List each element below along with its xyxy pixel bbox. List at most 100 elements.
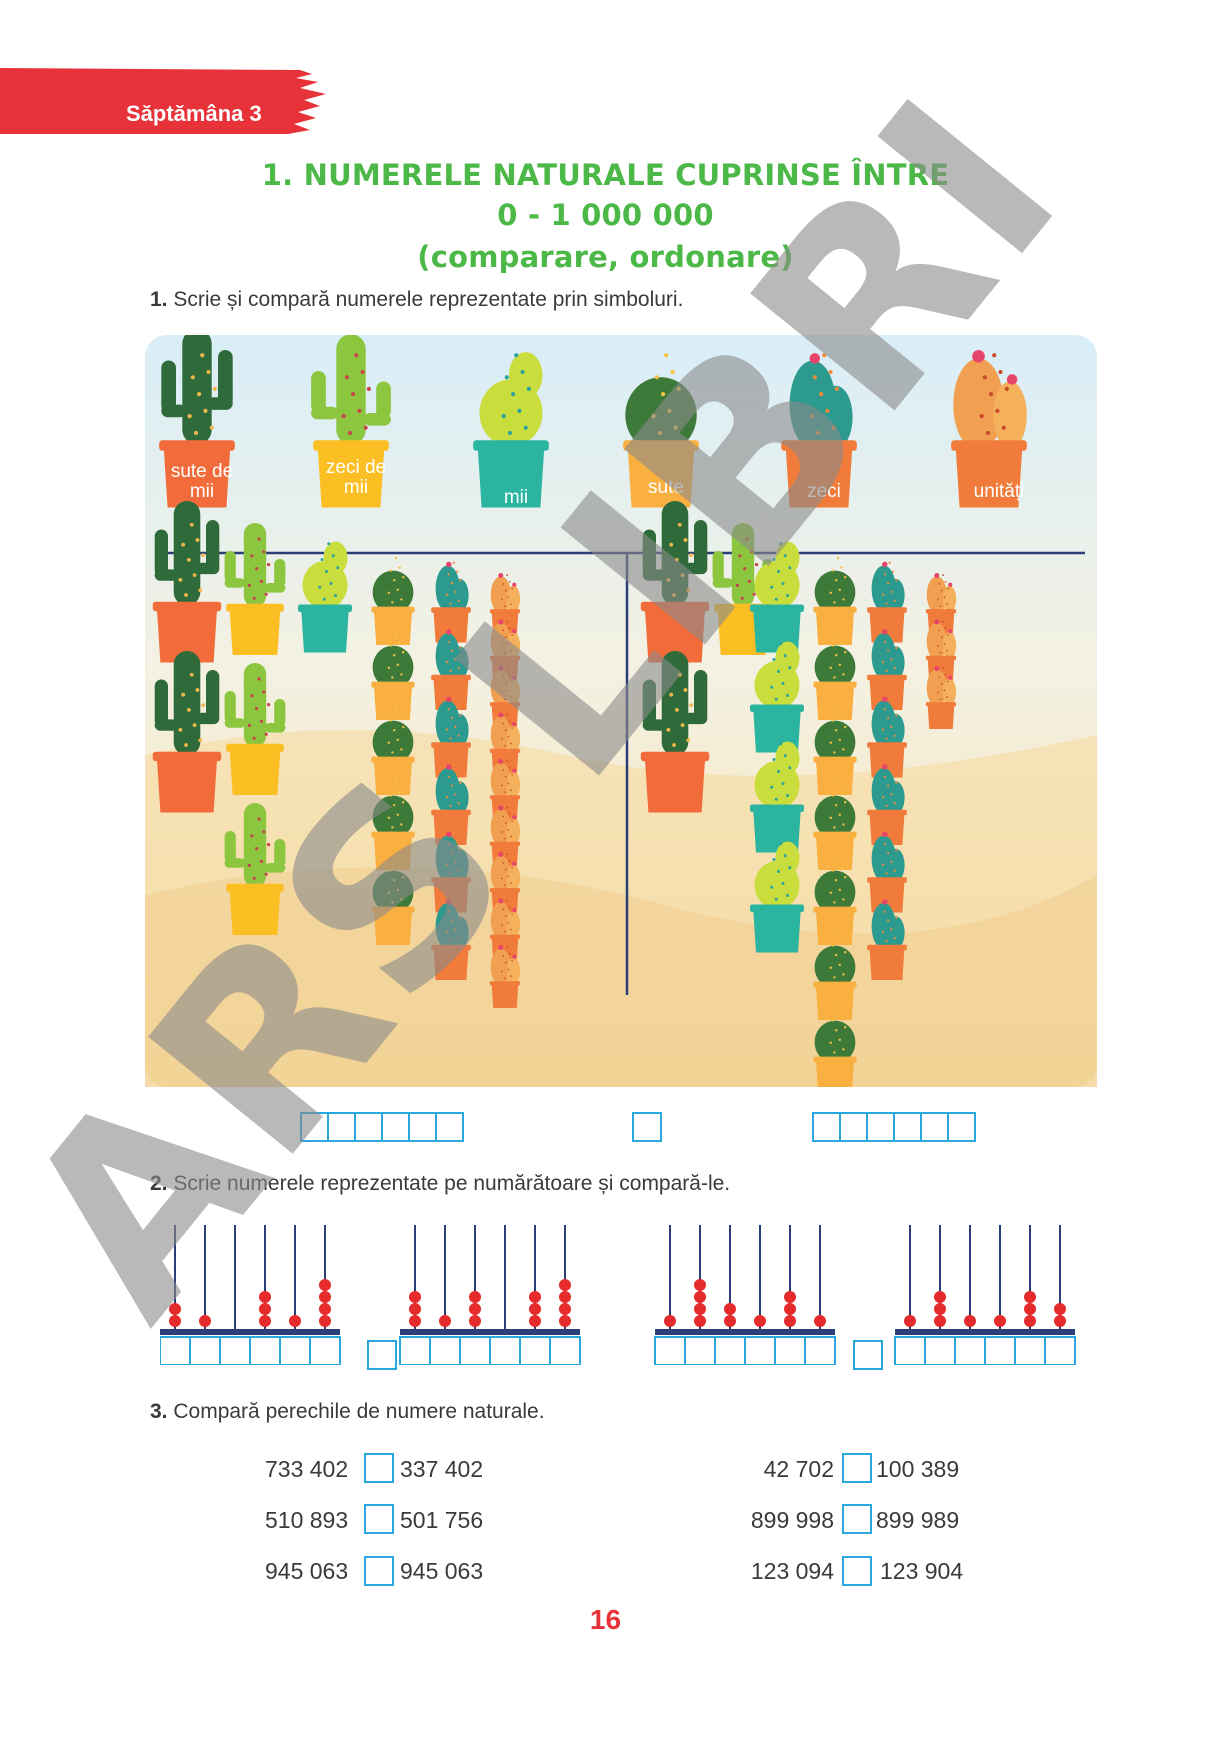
abacus-bead [1024, 1303, 1036, 1315]
abacus-digit-box[interactable] [459, 1336, 491, 1365]
abacus-bead [529, 1315, 541, 1327]
pair-right-1-box[interactable] [842, 1453, 872, 1483]
abacus-bead [1024, 1291, 1036, 1303]
left-cactus-4-4 [431, 831, 471, 913]
abacus-bead [529, 1291, 541, 1303]
abacus-bead [529, 1303, 541, 1315]
abacus-digit-box[interactable] [714, 1336, 746, 1365]
exercise1-compare-box[interactable] [632, 1112, 662, 1142]
abacus-bead [409, 1303, 421, 1315]
exercise2-text: Scrie numerele reprezentate pe numărătoa… [173, 1172, 731, 1195]
abacus-bead [199, 1315, 211, 1327]
pair-right-3-a: 123 094 [750, 1558, 834, 1584]
abacus-digit-box[interactable] [924, 1336, 956, 1365]
pair-right-3-box[interactable] [842, 1556, 872, 1586]
abacus-digit-box[interactable] [429, 1336, 461, 1365]
digit-box[interactable] [408, 1112, 437, 1142]
abacus-digit-box[interactable] [804, 1336, 836, 1365]
abacus-bead [754, 1315, 766, 1327]
exercise2-compare-box-1[interactable] [367, 1340, 397, 1370]
pair-right-3-b: 123 904 [880, 1558, 964, 1584]
page-number: 16 [589, 1604, 622, 1635]
abacus-1 [160, 1225, 341, 1365]
pair-left-1-a: 733 402 [265, 1456, 349, 1482]
legend-cactus-2 [473, 352, 549, 508]
digit-box[interactable] [354, 1112, 383, 1142]
abacus-bead [439, 1315, 451, 1327]
week-banner [0, 68, 326, 134]
left-cactus-4-2 [431, 696, 471, 778]
abacus-row [160, 1225, 1076, 1365]
abacus-digit-box[interactable] [519, 1336, 551, 1365]
digit-box[interactable] [893, 1112, 922, 1142]
abacus-digit-box[interactable] [1044, 1336, 1076, 1365]
right-cactus-0-1 [640, 651, 710, 813]
abacus-digit-box[interactable] [309, 1336, 341, 1365]
abacus-bead [469, 1303, 481, 1315]
abacus-digit-box[interactable] [774, 1336, 806, 1365]
abacus-digit-box[interactable] [399, 1336, 431, 1365]
digit-box[interactable] [300, 1112, 329, 1142]
pair-left-2-b: 501 756 [400, 1507, 484, 1533]
abacus-bead [694, 1315, 706, 1327]
legend-cactus-1 [311, 335, 391, 508]
abacus-digit-box[interactable] [189, 1336, 221, 1365]
abacus-digit-box[interactable] [984, 1336, 1016, 1365]
right-cactus-5-2 [925, 666, 957, 729]
abacus-digit-box[interactable] [744, 1336, 776, 1365]
pair-right-2-box[interactable] [842, 1504, 872, 1534]
exercise1-answer-right[interactable] [812, 1112, 976, 1142]
abacus-bead [784, 1291, 796, 1303]
abacus-digit-box[interactable] [489, 1336, 521, 1365]
abacus-bead [904, 1315, 916, 1327]
exercise3-text: Compară perechile de numere naturale. [173, 1400, 545, 1423]
digit-box[interactable] [327, 1112, 356, 1142]
left-cactus-3-2 [371, 706, 415, 795]
abacus-digit-box[interactable] [684, 1336, 716, 1365]
abacus-digit-box[interactable] [894, 1336, 926, 1365]
week-label: Săptămâna 3 [126, 101, 262, 126]
right-cactus-3-5 [813, 931, 857, 1020]
abacus-digit-box[interactable] [249, 1336, 281, 1365]
abacus-digit-box[interactable] [279, 1336, 311, 1365]
abacus-digit-box[interactable] [954, 1336, 986, 1365]
exercise1-answer-left[interactable] [300, 1112, 464, 1142]
abacus-bead [1054, 1315, 1066, 1327]
legend-cactus-4 [781, 353, 857, 508]
abacus-bead [319, 1303, 331, 1315]
digit-box[interactable] [381, 1112, 410, 1142]
pair-left-3-box[interactable] [364, 1556, 394, 1586]
abacus-digit-box[interactable] [160, 1336, 191, 1365]
exercise2-compare-box-2[interactable] [853, 1340, 883, 1370]
abacus-bead [1054, 1303, 1066, 1315]
digit-box[interactable] [435, 1112, 464, 1142]
left-cactus-4-1 [431, 629, 471, 710]
digit-box[interactable] [866, 1112, 895, 1142]
abacus-digit-box[interactable] [549, 1336, 581, 1365]
legend-label-sute-de-mii: sute de mii [170, 461, 234, 502]
left-cactus-0-1 [152, 651, 222, 813]
abacus-bead [1024, 1315, 1036, 1327]
abacus-bead [289, 1315, 301, 1327]
abacus-bead [934, 1315, 946, 1327]
abacus-digit-box[interactable] [654, 1336, 686, 1365]
digit-box[interactable] [812, 1112, 841, 1142]
left-cactus-5-8 [489, 945, 521, 1008]
digit-box[interactable] [947, 1112, 976, 1142]
abacus-bead [469, 1291, 481, 1303]
pair-left-2-box[interactable] [364, 1504, 394, 1534]
abacus-base [400, 1329, 580, 1335]
left-cactus-3-0 [371, 556, 415, 645]
legend-label-zeci-de-mii: zeci de mii [325, 457, 387, 498]
left-cactus-1-2 [224, 803, 286, 935]
digit-box[interactable] [839, 1112, 868, 1142]
exercise1-instruction: 1. Scrie și compară numerele reprezentat… [150, 288, 683, 312]
abacus-digit-box[interactable] [219, 1336, 251, 1365]
digit-box[interactable] [920, 1112, 949, 1142]
abacus-digit-box[interactable] [1014, 1336, 1046, 1365]
pair-left-1-box[interactable] [364, 1453, 394, 1483]
abacus-bead [259, 1315, 271, 1327]
legend-label-zeci: zeci [807, 481, 841, 502]
exercise2-number: 2. [150, 1172, 168, 1195]
legend-cactus-3 [623, 353, 699, 508]
